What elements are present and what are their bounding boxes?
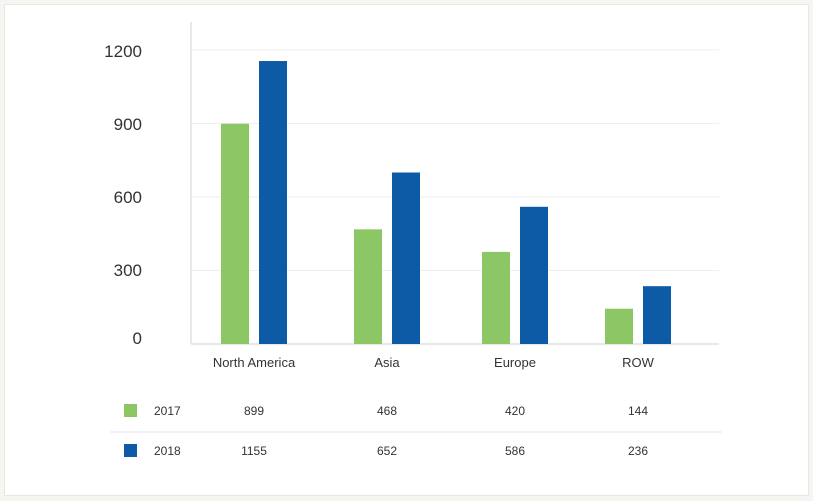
y-tick-label: 600 (114, 188, 142, 207)
table-cell: 420 (505, 404, 525, 418)
data-table: 2017 899 468 420 144 2018 1155 652 586 236 (110, 404, 722, 458)
table-cell: 899 (244, 404, 264, 418)
legend-swatch-2017 (124, 404, 137, 417)
bar-2017-north-america (221, 123, 249, 345)
y-tick-label: 900 (114, 115, 142, 134)
table-cell: 236 (628, 444, 648, 458)
y-tick-label: 300 (114, 261, 142, 280)
x-tick-labels: North America Asia Europe ROW (213, 355, 655, 370)
table-cell: 586 (505, 444, 525, 458)
bar-2017-asia (354, 229, 382, 344)
x-tick-label: ROW (622, 355, 655, 370)
bar-2018-north-america (259, 61, 287, 345)
x-tick-label: North America (213, 355, 296, 370)
bar-2017-row (605, 308, 633, 344)
table-cell: 1155 (241, 444, 267, 458)
legend-swatch-2018 (124, 444, 137, 457)
bar-2017-europe (482, 251, 510, 344)
y-tick-labels: 0 300 600 900 1200 (104, 42, 142, 348)
x-tick-label: Europe (494, 355, 536, 370)
table-cell: 652 (377, 444, 397, 458)
x-tick-label: Asia (374, 355, 400, 370)
bar-2018-europe (520, 206, 548, 344)
legend-label-2017: 2017 (154, 404, 181, 418)
legend-label-2018: 2018 (154, 444, 181, 458)
table-cell: 144 (628, 404, 648, 418)
bar-2018-row (643, 286, 671, 344)
table-cell: 468 (377, 404, 397, 418)
bar-2018-asia (392, 172, 420, 344)
y-tick-label: 1200 (104, 42, 142, 61)
bars (221, 61, 671, 345)
y-tick-label: 0 (133, 329, 142, 348)
